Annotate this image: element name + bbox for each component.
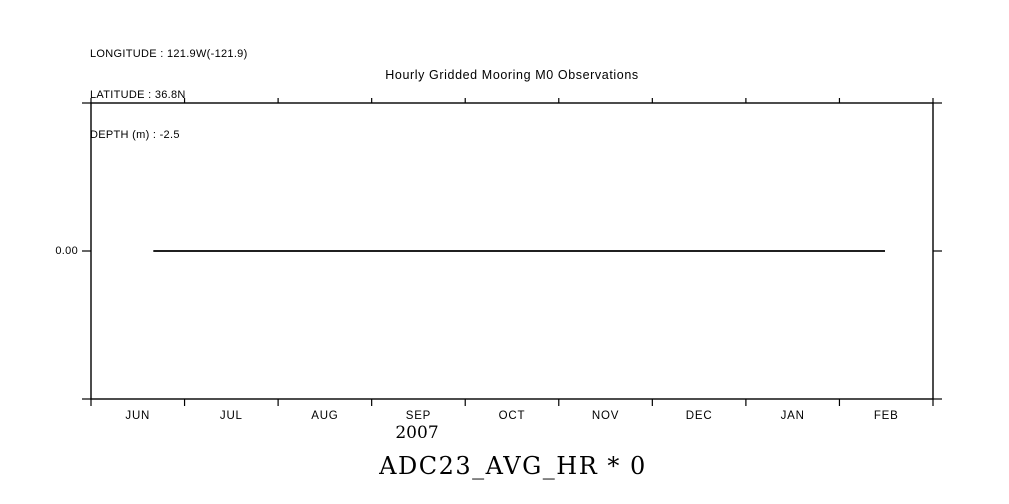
x-axis-month-label: FEB — [874, 410, 899, 422]
longitude-label: LONGITUDE : 121.9W(-121.9) — [90, 48, 248, 60]
y-axis-tick-label: 0.00 — [55, 245, 78, 257]
x-axis-month-label: OCT — [499, 410, 526, 422]
chart-title: Hourly Gridded Mooring M0 Observations — [385, 68, 639, 82]
variable-label: ADC23_AVG_HR * 0 — [379, 452, 647, 480]
x-axis-month-label: AUG — [311, 410, 338, 422]
station-info: LONGITUDE : 121.9W(-121.9) LATITUDE : 36… — [90, 21, 248, 170]
x-axis-month-label: JAN — [781, 410, 805, 422]
latitude-label: LATITUDE : 36.8N — [90, 88, 186, 101]
x-axis-month-label: SEP — [406, 410, 431, 422]
x-axis-year-label: 2007 — [395, 423, 439, 443]
depth-label: DEPTH (m) : -2.5 — [90, 129, 180, 141]
x-axis-month-label: DEC — [686, 410, 713, 422]
x-axis-month-label: NOV — [592, 410, 619, 422]
x-axis-month-label: JUL — [220, 410, 243, 422]
x-axis-month-label: JUN — [125, 410, 150, 422]
